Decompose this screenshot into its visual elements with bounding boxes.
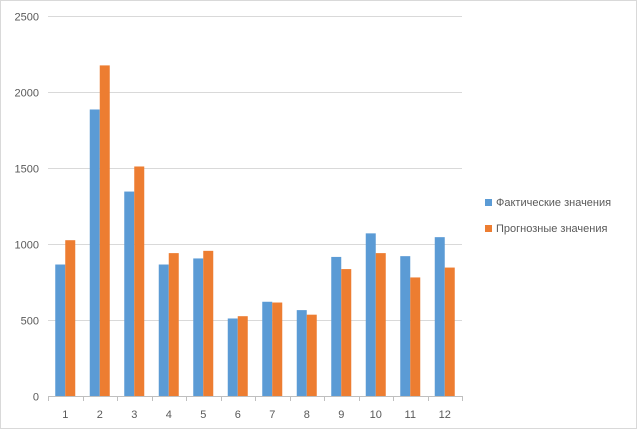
x-tick-label: 12 — [439, 409, 451, 421]
bar-forecast — [65, 240, 76, 396]
legend-swatch — [485, 225, 492, 232]
bar-actual — [434, 237, 445, 396]
legend-swatch — [485, 199, 492, 206]
bar-actual — [158, 264, 169, 396]
bar-forecast — [410, 277, 421, 396]
legend: Фактические значения Прогнозные значения — [485, 197, 611, 235]
x-tick-label: 10 — [370, 409, 382, 421]
y-tick-label: 2000 — [15, 88, 39, 100]
bar-actual — [55, 264, 66, 396]
bar-forecast — [341, 269, 352, 396]
bar-forecast — [444, 267, 455, 396]
y-tick-label: 1000 — [15, 240, 39, 252]
x-tick-labels: 1 2 3 4 5 6 7 8 9 10 11 12 — [62, 409, 451, 421]
x-tick-label: 2 — [97, 409, 103, 421]
bar-actual — [296, 310, 307, 396]
bar-forecast — [375, 253, 386, 396]
x-tick-label: 6 — [235, 409, 241, 421]
y-tick-label: 500 — [21, 316, 39, 328]
bar-actual — [365, 233, 376, 396]
bar-actual — [262, 301, 273, 396]
axes — [48, 396, 463, 401]
bar-actual — [400, 256, 411, 396]
bars — [55, 65, 455, 397]
bar-forecast — [203, 250, 214, 396]
x-tick-label: 9 — [338, 409, 344, 421]
bar-actual — [227, 318, 238, 396]
legend-label: Прогнозные значения — [496, 223, 607, 235]
bar-actual — [193, 258, 204, 396]
bar-forecast — [134, 166, 145, 396]
x-tick-label: 11 — [405, 409, 416, 421]
x-tick-label: 4 — [166, 409, 172, 421]
bar-actual — [331, 256, 342, 396]
legend-label: Фактические значения — [496, 197, 611, 209]
bar-forecast — [272, 302, 283, 396]
x-tick-label: 1 — [62, 409, 68, 421]
y-tick-label: 0 — [33, 392, 39, 404]
bar-forecast — [168, 253, 179, 396]
y-tick-label: 1500 — [15, 164, 39, 176]
y-tick-labels: 0 500 1000 1500 2000 2500 — [15, 12, 39, 404]
bar-actual — [89, 109, 100, 396]
x-tick-label: 3 — [131, 409, 137, 421]
y-tick-label: 2500 — [15, 12, 39, 24]
gridlines — [48, 16, 462, 321]
bar-actual — [124, 191, 135, 396]
bar-forecast — [99, 65, 110, 397]
x-tick-label: 7 — [269, 409, 275, 421]
bar-forecast — [237, 316, 248, 396]
bar-forecast — [306, 314, 317, 396]
x-tick-label: 5 — [200, 409, 206, 421]
x-tick-label: 8 — [304, 409, 310, 421]
